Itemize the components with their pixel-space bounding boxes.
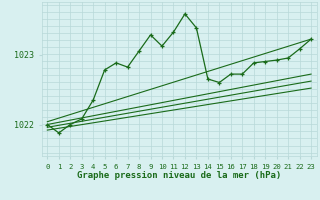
X-axis label: Graphe pression niveau de la mer (hPa): Graphe pression niveau de la mer (hPa)	[77, 171, 281, 180]
